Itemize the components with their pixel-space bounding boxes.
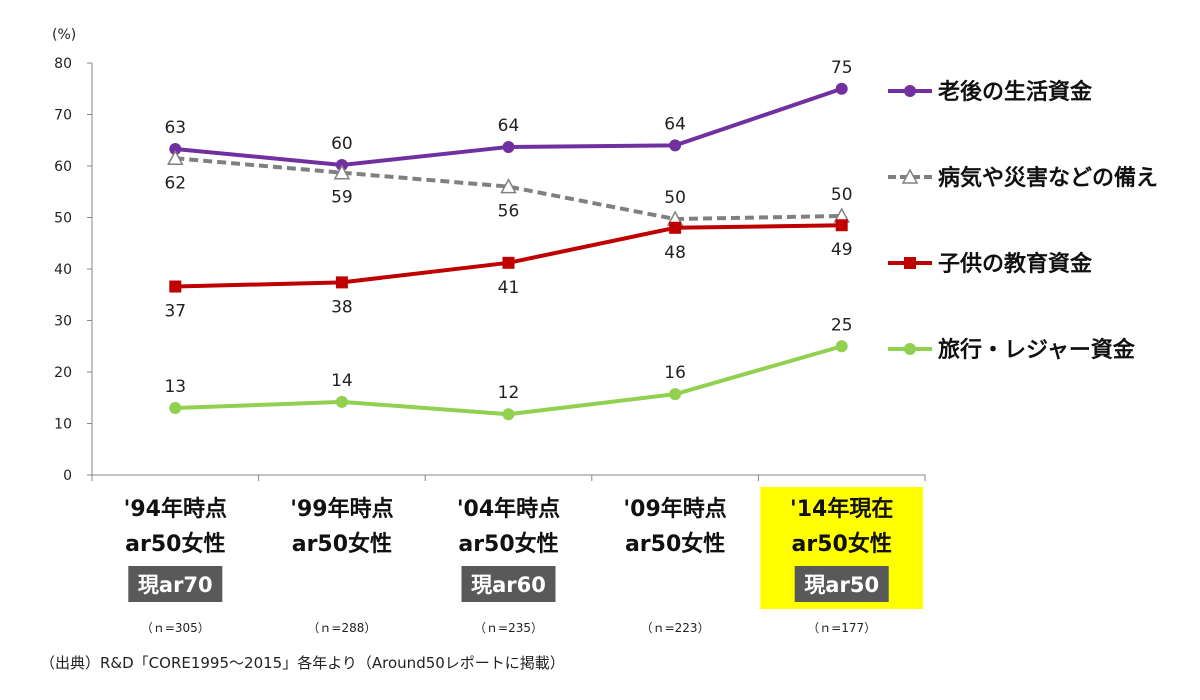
data-label: 16 bbox=[664, 363, 686, 383]
y-tick-label: 0 bbox=[63, 468, 72, 484]
legend-marker bbox=[901, 168, 919, 184]
data-label: 25 bbox=[831, 315, 853, 335]
data-point bbox=[669, 388, 682, 401]
legend-label: 老後の生活資金 bbox=[937, 79, 1093, 105]
data-point bbox=[335, 395, 348, 408]
data-point bbox=[669, 221, 682, 234]
y-tick-label: 20 bbox=[54, 365, 72, 381]
data-label: 56 bbox=[498, 202, 520, 222]
legend-label: 病気や災害などの備え bbox=[938, 165, 1158, 191]
sample-size-label: （ｎ=288） bbox=[307, 621, 376, 635]
data-label: 64 bbox=[498, 116, 520, 136]
data-label: 48 bbox=[664, 243, 686, 263]
data-point bbox=[169, 143, 182, 156]
data-label: 12 bbox=[498, 383, 520, 403]
y-tick-label: 60 bbox=[54, 159, 72, 175]
y-tick-label: 30 bbox=[54, 314, 72, 330]
source-note: （出典）R&D「CORE1995～2015」各年より（Around50レポートに… bbox=[40, 654, 565, 672]
data-point bbox=[835, 340, 848, 353]
sample-size-label: （ｎ=177） bbox=[807, 621, 876, 635]
y-tick-label: 70 bbox=[54, 108, 72, 124]
series-line bbox=[175, 344, 843, 417]
legend-label: 旅行・レジャー資金 bbox=[938, 337, 1136, 363]
y-tick-label: 80 bbox=[54, 56, 72, 72]
sample-size-label: （ｎ=235） bbox=[474, 621, 543, 635]
data-label: 50 bbox=[831, 185, 853, 205]
y-tick-label: 50 bbox=[54, 211, 72, 227]
data-label: 63 bbox=[164, 118, 186, 138]
legend-marker bbox=[904, 343, 916, 355]
data-point bbox=[669, 139, 682, 152]
data-label: 41 bbox=[498, 278, 520, 298]
data-point bbox=[835, 219, 848, 232]
data-label: 75 bbox=[831, 58, 853, 78]
data-point bbox=[335, 276, 348, 289]
age-badge bbox=[128, 566, 223, 602]
data-point bbox=[502, 256, 515, 269]
category-label-line1: '94年時点 bbox=[124, 496, 227, 522]
data-point bbox=[169, 280, 182, 293]
legend-marker bbox=[904, 257, 916, 269]
category-label-line1: '04年時点 bbox=[457, 496, 560, 522]
age-badge-label: 現ar70 bbox=[138, 573, 213, 597]
data-point bbox=[169, 402, 182, 415]
data-point bbox=[333, 164, 351, 180]
category-label-line1: '14年現在 bbox=[790, 496, 893, 522]
data-label: 50 bbox=[664, 188, 686, 208]
category-label-line1: '09年時点 bbox=[623, 496, 726, 522]
data-label: 13 bbox=[164, 377, 186, 397]
category-label-line2: ar50女性 bbox=[625, 531, 725, 557]
y-tick-label: 40 bbox=[54, 262, 72, 278]
age-badge-label: 現ar50 bbox=[804, 573, 879, 597]
category-label-line2: ar50女性 bbox=[792, 531, 892, 557]
data-point bbox=[167, 149, 184, 166]
data-label: 64 bbox=[664, 114, 686, 134]
category-label-line2: ar50女性 bbox=[125, 531, 225, 557]
line-chart: 01020304050607080(%)'94年時点ar50女性現ar70（ｎ=… bbox=[52, 27, 1158, 635]
age-badge bbox=[461, 566, 556, 602]
category-label-line1: '99年時点 bbox=[290, 496, 393, 522]
data-label: 49 bbox=[831, 240, 853, 260]
category-label-line2: ar50女性 bbox=[458, 531, 558, 557]
data-label: 59 bbox=[331, 188, 353, 208]
data-label: 62 bbox=[164, 173, 186, 193]
data-point bbox=[502, 408, 515, 421]
y-tick-label: 10 bbox=[54, 417, 72, 433]
data-point bbox=[835, 82, 848, 95]
legend-marker bbox=[904, 85, 916, 97]
age-badge-label: 現ar60 bbox=[471, 573, 546, 597]
data-label: 14 bbox=[331, 371, 353, 391]
sample-size-label: （ｎ=223） bbox=[641, 621, 710, 635]
data-label: 38 bbox=[331, 297, 353, 317]
data-point bbox=[500, 178, 517, 194]
sample-size-label: （ｎ=305） bbox=[141, 621, 210, 635]
data-label: 60 bbox=[331, 134, 353, 154]
age-badge bbox=[794, 566, 889, 602]
data-label: 37 bbox=[164, 302, 186, 322]
y-unit-label: (%) bbox=[52, 27, 76, 43]
category-label-line2: ar50女性 bbox=[292, 531, 392, 557]
legend-label: 子供の教育資金 bbox=[938, 251, 1093, 277]
data-point bbox=[502, 140, 515, 153]
